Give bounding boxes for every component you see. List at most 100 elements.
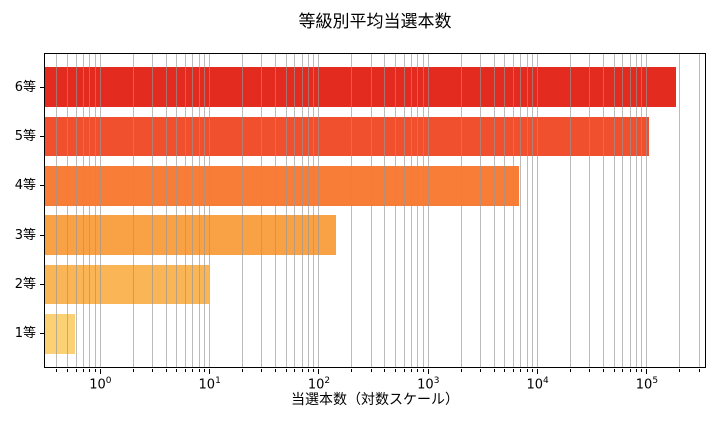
- x-tick-label-10e2: 102: [307, 376, 331, 393]
- major-gridline: [537, 53, 539, 368]
- x-major-tick: [537, 369, 539, 374]
- minor-gridline: [176, 53, 178, 368]
- minor-gridline: [261, 53, 263, 368]
- minor-gridline: [622, 53, 624, 368]
- y-tick: [40, 135, 44, 137]
- minor-gridline: [520, 53, 522, 368]
- x-minor-tick: [698, 369, 700, 372]
- y-tick-label-2等: 2等: [14, 277, 36, 293]
- minor-gridline: [613, 53, 615, 368]
- x-minor-tick: [417, 369, 419, 372]
- minor-gridline: [384, 53, 386, 368]
- x-minor-tick: [132, 369, 134, 372]
- minor-gridline: [82, 53, 84, 368]
- y-tick: [40, 333, 44, 335]
- major-gridline: [209, 53, 211, 368]
- minor-gridline: [504, 53, 506, 368]
- x-minor-tick: [307, 369, 309, 372]
- x-tick-label-10e1: 101: [198, 376, 221, 393]
- minor-gridline: [351, 53, 353, 368]
- x-minor-tick: [570, 369, 572, 372]
- bar-1等: [44, 314, 75, 354]
- y-tick-label-5等: 5等: [14, 128, 36, 144]
- x-tick-label-10e5: 105: [635, 376, 659, 393]
- x-major-tick: [318, 369, 320, 374]
- x-minor-tick: [532, 369, 534, 372]
- x-minor-tick: [198, 369, 200, 372]
- minor-gridline: [198, 53, 200, 368]
- minor-gridline: [184, 53, 186, 368]
- x-minor-tick: [184, 369, 186, 372]
- minor-gridline: [294, 53, 296, 368]
- x-minor-tick: [192, 369, 194, 372]
- minor-gridline: [589, 53, 591, 368]
- minor-gridline: [192, 53, 194, 368]
- x-minor-tick: [301, 369, 303, 372]
- minor-gridline: [152, 53, 154, 368]
- y-tick: [40, 86, 44, 88]
- x-minor-tick: [285, 369, 287, 372]
- x-minor-tick: [165, 369, 167, 372]
- x-minor-tick: [89, 369, 91, 372]
- x-minor-tick: [370, 369, 372, 372]
- minor-gridline: [301, 53, 303, 368]
- minor-gridline: [602, 53, 604, 368]
- minor-gridline: [641, 53, 643, 368]
- x-minor-tick: [641, 369, 643, 372]
- minor-gridline: [132, 53, 134, 368]
- minor-gridline: [242, 53, 244, 368]
- minor-gridline: [285, 53, 287, 368]
- x-minor-tick: [351, 369, 353, 372]
- minor-gridline: [313, 53, 315, 368]
- x-minor-tick: [422, 369, 424, 372]
- minor-gridline: [394, 53, 396, 368]
- y-axis: 6等 5等 4等 3等 2等 1等: [0, 53, 44, 368]
- x-minor-tick: [66, 369, 68, 372]
- bar-5等: [44, 116, 649, 157]
- x-minor-tick: [152, 369, 154, 372]
- x-tick-label-10e0: 100: [89, 376, 112, 393]
- x-minor-tick: [629, 369, 631, 372]
- y-tick-label-4等: 4等: [14, 178, 36, 194]
- x-minor-tick: [261, 369, 263, 372]
- x-major-tick: [99, 369, 101, 374]
- x-minor-tick: [56, 369, 58, 372]
- x-minor-tick: [520, 369, 522, 372]
- x-tick-label-10e3: 103: [417, 376, 440, 393]
- bar-4等: [44, 166, 520, 206]
- x-minor-tick: [394, 369, 396, 372]
- x-minor-tick: [204, 369, 206, 372]
- minor-gridline: [94, 53, 96, 368]
- x-minor-tick: [94, 369, 96, 372]
- minor-gridline: [307, 53, 309, 368]
- minor-gridline: [570, 53, 572, 368]
- minor-gridline: [460, 53, 462, 368]
- minor-gridline: [526, 53, 528, 368]
- minor-gridline: [635, 53, 637, 368]
- x-axis: 100 101 102 103 104 105: [44, 368, 706, 408]
- minor-gridline: [698, 53, 700, 368]
- major-gridline: [427, 53, 429, 368]
- plot-area: [44, 53, 706, 368]
- minor-gridline: [479, 53, 481, 368]
- minor-gridline: [422, 53, 424, 368]
- x-major-tick: [646, 369, 648, 374]
- minor-gridline: [204, 53, 206, 368]
- y-tick: [40, 185, 44, 187]
- x-minor-tick: [526, 369, 528, 372]
- minor-gridline: [679, 53, 681, 368]
- y-tick: [40, 284, 44, 286]
- x-minor-tick: [460, 369, 462, 372]
- chart-title: 等級別平均当選本数: [298, 12, 452, 32]
- minor-gridline: [629, 53, 631, 368]
- x-minor-tick: [512, 369, 514, 372]
- x-minor-tick: [403, 369, 405, 372]
- minor-gridline: [75, 53, 77, 368]
- x-minor-tick: [176, 369, 178, 372]
- major-gridline: [646, 53, 648, 368]
- y-tick: [40, 234, 44, 236]
- x-axis-label: 当選本数（対数スケール）: [291, 392, 459, 408]
- minor-gridline: [493, 53, 495, 368]
- minor-gridline: [56, 53, 58, 368]
